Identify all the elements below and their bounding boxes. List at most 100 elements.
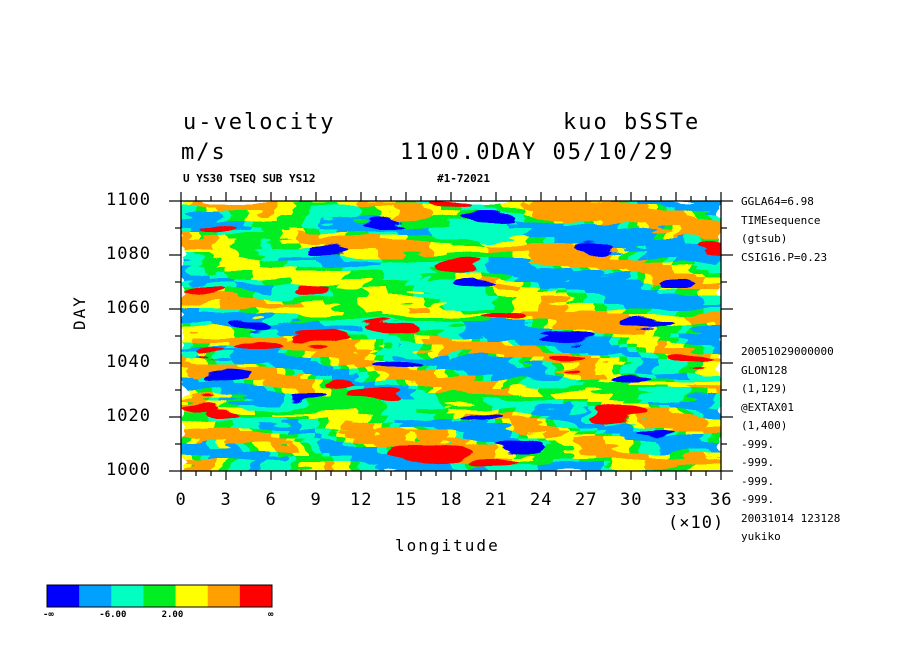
field-cell [640,381,650,388]
field-cell [451,351,461,358]
field-cell [496,363,506,370]
field-cell [253,249,263,256]
field-cell [568,405,578,412]
x-tick-label: 6 [265,490,277,510]
field-cell [244,231,254,238]
field-cell [226,273,236,280]
field-cell [568,375,578,382]
field-cell [595,435,605,442]
field-cell [199,441,209,448]
field-cell [487,249,497,256]
field-cell [460,231,470,238]
field-cell [289,435,299,442]
field-cell [631,297,641,304]
field-cell [676,465,686,471]
field-cell [469,429,479,436]
field-cell [703,393,713,400]
field-cell [496,291,506,298]
field-cell [694,213,704,220]
field-cell [370,297,380,304]
field-cell [406,411,416,418]
field-cell [631,393,641,400]
field-cell [190,219,200,226]
field-cell [523,207,533,214]
field-cell [307,237,317,244]
blob-low [233,317,279,328]
field-cell [496,303,506,310]
field-cell [388,315,398,322]
field-cell [253,225,263,232]
field-cell [532,249,542,256]
field-cell [325,321,335,328]
field-cell [649,267,659,274]
field-cell [577,303,587,310]
field-cell [568,309,578,316]
field-cell [550,267,560,274]
field-cell [649,459,659,466]
field-cell [208,459,218,466]
field-cell [631,303,641,310]
field-cell [586,315,596,322]
field-cell [712,393,721,400]
field-cell [505,405,515,412]
field-cell [496,369,506,376]
field-cell [424,219,434,226]
field-cell [289,381,299,388]
field-cell [523,225,533,232]
field-cell [712,465,721,471]
x-multiplier-label: (×10) [668,513,725,533]
field-cell [235,213,245,220]
field-cell [181,201,191,208]
field-cell [505,321,515,328]
field-cell [703,399,713,406]
field-cell [694,207,704,214]
field-cell [208,435,218,442]
field-cell [325,357,335,364]
field-cell [568,219,578,226]
field-cell [541,393,551,400]
field-cell [586,339,596,346]
blob-low [451,282,496,293]
field-cell [532,411,542,418]
field-cell [226,387,236,394]
blob-low [622,317,670,328]
field-cell [298,231,308,238]
x-tick-label: 3 [220,490,232,510]
field-cell [532,435,542,442]
field-cell [253,231,263,238]
field-cell [514,417,524,424]
field-cell [415,417,425,424]
field-cell [487,387,497,394]
field-cell [676,309,686,316]
field-cell [703,267,713,274]
blob-high [350,392,402,405]
field-cell [181,309,191,316]
field-cell [703,297,713,304]
field-cell [550,423,560,430]
field-cell [550,459,560,466]
field-cell [370,243,380,250]
field-cell [613,429,623,436]
field-cell [352,207,362,214]
field-cell [190,279,200,286]
field-cell [433,375,443,382]
field-cell [577,201,587,208]
field-cell [541,225,551,232]
subtitle-right: #1-72021 [437,172,490,185]
field-cell [370,231,380,238]
field-cell [694,219,704,226]
field-cell [298,345,308,352]
field-cell [712,429,721,436]
field-cell [316,381,326,388]
field-cell [397,387,407,394]
field-cell [262,357,272,364]
field-cell [334,459,344,466]
field-cell [334,465,344,471]
field-cell [559,231,569,238]
field-cell [496,429,506,436]
field-cell [469,303,479,310]
field-cell [505,435,515,442]
field-cell [397,249,407,256]
field-cell [451,345,461,352]
field-cell [190,339,200,346]
